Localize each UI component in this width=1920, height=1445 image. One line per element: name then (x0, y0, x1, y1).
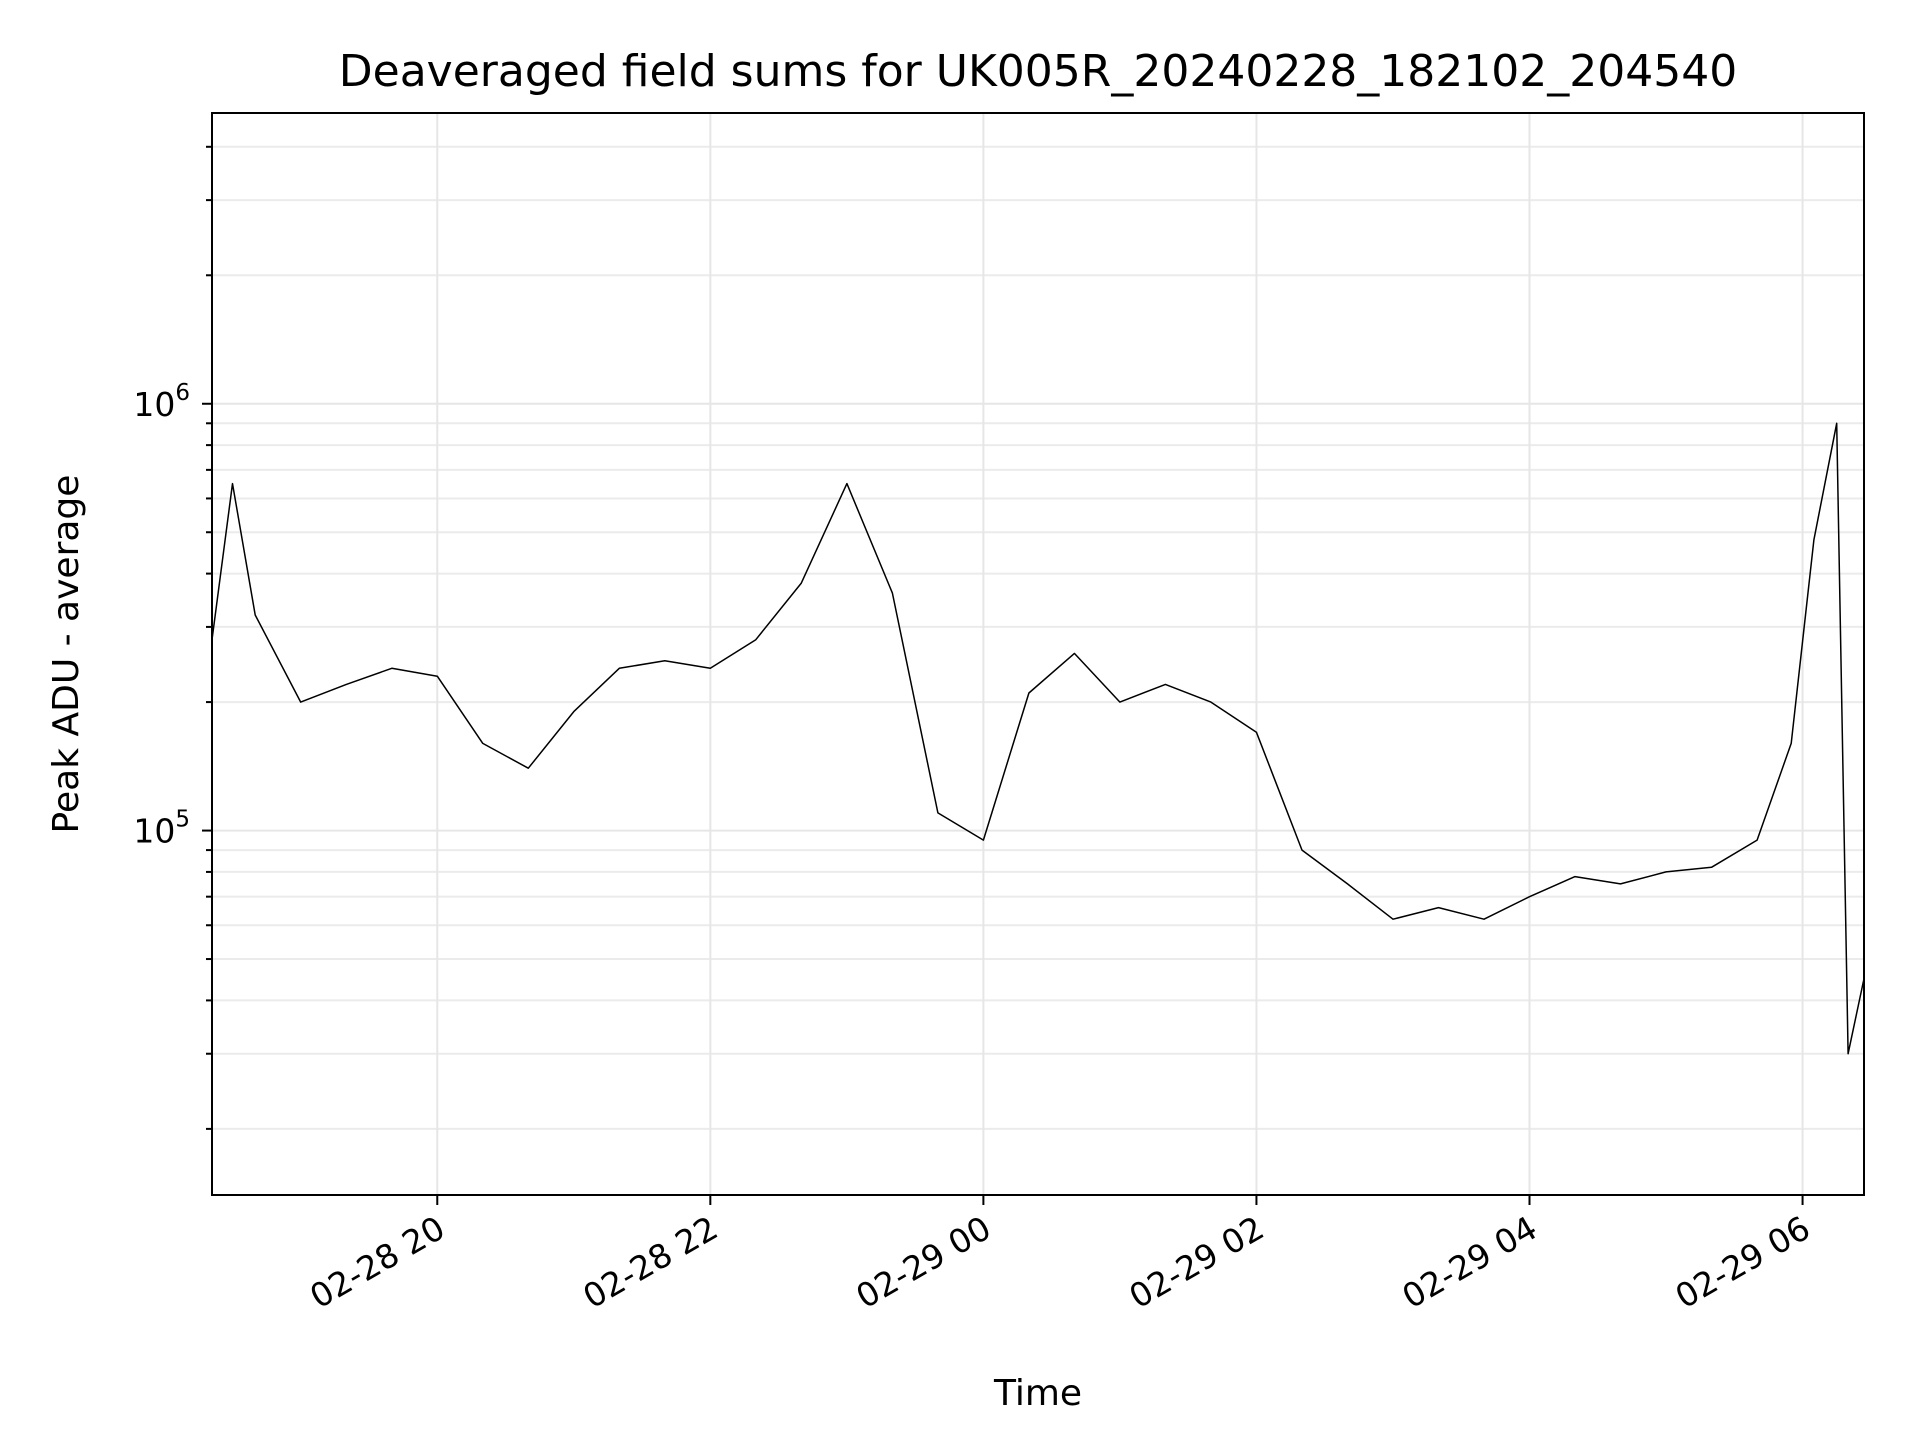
y-tick-exponent: 6 (175, 380, 190, 406)
y-tick-base: 10 (133, 812, 175, 851)
y-axis-label: Peak ADU - average (46, 475, 87, 834)
grid (212, 113, 1864, 1195)
x-axis-label: Time (993, 1373, 1082, 1414)
plot-frame (211, 112, 1865, 1196)
series-line (211, 422, 1865, 1055)
y-tick-label: 106 (133, 380, 190, 424)
chart-title: Deaveraged field sums for UK005R_2024022… (339, 46, 1737, 97)
y-tick-exponent: 5 (175, 807, 190, 833)
y-tick-label: 105 (133, 807, 190, 851)
y-tick-base: 10 (133, 385, 175, 424)
plot-area (211, 422, 1865, 1055)
